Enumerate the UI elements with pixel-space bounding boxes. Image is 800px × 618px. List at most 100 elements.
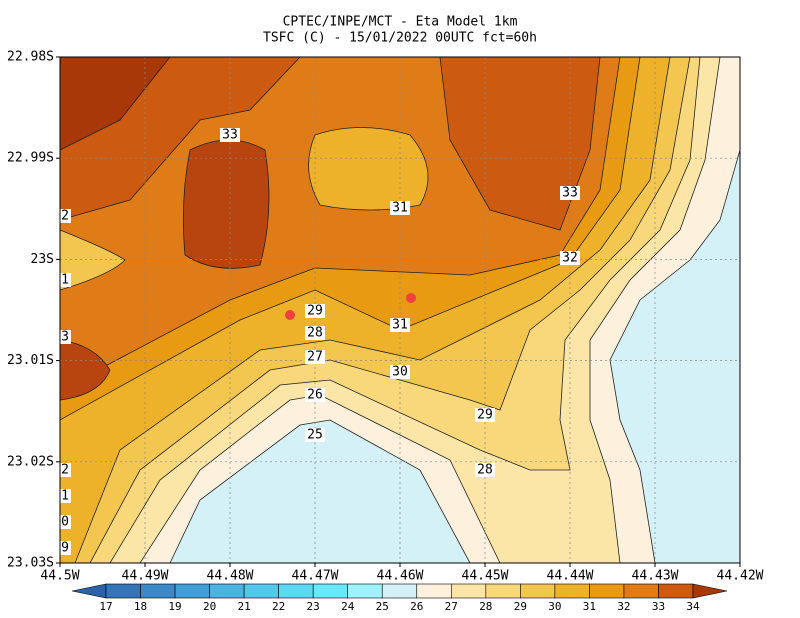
contour-label: 31 [392, 201, 408, 216]
colorbar-box [520, 583, 556, 599]
contour-label-bg [220, 128, 240, 142]
contour-label: 31 [392, 318, 408, 333]
colorbar-label: 20 [203, 600, 216, 613]
colorbar-box [209, 583, 245, 599]
colorbar-label: 25 [376, 600, 389, 613]
contour-label: 25 [307, 428, 323, 443]
contour-label: 28 [307, 326, 323, 341]
colorbar-label: 33 [652, 600, 665, 613]
contour-label: 29 [307, 304, 323, 319]
lat-label: 23.01S [7, 353, 54, 368]
contour-label: 2 [61, 463, 69, 478]
contour-label-bg [390, 365, 410, 379]
colorbar-box [623, 583, 659, 599]
colorbar-label: 29 [514, 600, 527, 613]
colorbar-box [554, 583, 590, 599]
lat-label: 22.98S [7, 50, 54, 65]
contour-label-bg [305, 350, 325, 364]
contour-33-left [59, 339, 111, 401]
contour-label: 32 [562, 251, 578, 266]
colorbar-end [71, 583, 107, 599]
lon-label: 44.49W [122, 569, 169, 584]
contour-label-bg [59, 541, 71, 555]
colorbar-box [347, 583, 383, 599]
lat-label: 22.99S [7, 151, 54, 166]
colorbar: 17 18 19 20 21 22 23 24 25 26 27 28 29 30 31 32 33 34 [71, 583, 728, 613]
contour-label: 30 [392, 365, 408, 380]
colorbar-label: 28 [479, 600, 492, 613]
title-line-1: CPTEC/INPE/MCT - Eta Model 1km [283, 15, 518, 30]
contour-label: 2 [61, 209, 69, 224]
colorbar-label: 17 [99, 600, 112, 613]
contour-33-oval [182, 139, 270, 269]
contour-label: 0 [61, 515, 69, 530]
colorbar-box [416, 583, 452, 599]
colorbar-box [589, 583, 625, 599]
contour-label-bg [59, 330, 71, 344]
lon-label: 44.44W [547, 569, 594, 584]
lon-label: 44.43W [632, 569, 679, 584]
lon-label: 44.42W [717, 569, 764, 584]
contour-label: 29 [477, 408, 493, 423]
lon-label: 44.5W [40, 569, 79, 584]
colorbar-label: 22 [272, 600, 285, 613]
contour-label-bg [305, 428, 325, 442]
contour-label-bg [390, 201, 410, 215]
colorbar-box [105, 583, 141, 599]
contour-label: 28 [477, 463, 493, 478]
colorbar-box [278, 583, 314, 599]
colorbar-label: 34 [686, 600, 700, 613]
colorbar-label: 31 [583, 600, 596, 613]
colorbar-box [312, 583, 349, 599]
colorbar-label: 26 [410, 600, 423, 613]
colorbar-box [140, 583, 176, 599]
contour-label: 1 [61, 273, 69, 288]
map-area [59, 56, 741, 564]
colorbar-label: 23 [307, 600, 320, 613]
colorbar-label: 27 [445, 600, 458, 613]
contour-29-left [59, 229, 126, 291]
contour-label-bg [560, 251, 580, 265]
lat-label: 23S [31, 252, 54, 267]
contour-label-bg [560, 186, 580, 200]
contour-label: 3 [61, 330, 69, 345]
lon-label: 44.47W [292, 569, 339, 584]
contour-label-bg [475, 408, 495, 422]
contour-label: 26 [307, 388, 323, 403]
contour-label-bg [390, 318, 410, 332]
contour-label: 33 [222, 128, 238, 143]
colorbar-box [450, 583, 487, 599]
contour-label: 33 [562, 186, 578, 201]
location-marker [285, 310, 295, 320]
contour-label: 9 [61, 541, 69, 556]
colorbar-box [381, 583, 418, 599]
title-line-2: TSFC (C) - 15/01/2022 00UTC fct=60h [263, 31, 537, 46]
contour-31-center [308, 127, 429, 211]
contour-label-bg [59, 273, 71, 287]
colorbar-label: 32 [617, 600, 630, 613]
lat-label: 23.02S [7, 454, 54, 469]
lat-label: 23.03S [7, 556, 54, 571]
contour-label-bg [59, 489, 71, 503]
colorbar-end [692, 583, 728, 599]
colorbar-label: 21 [237, 600, 250, 613]
contour-label: 1 [61, 489, 69, 504]
contour-label-bg [59, 209, 71, 223]
colorbar-label: 19 [168, 600, 181, 613]
location-marker [406, 293, 416, 303]
contour-label: 27 [307, 350, 323, 365]
colorbar-box [658, 583, 694, 599]
colorbar-box [485, 583, 521, 599]
colorbar-label: 24 [341, 600, 355, 613]
colorbar-label: 30 [548, 600, 561, 613]
contour-label-bg [305, 304, 325, 318]
grid [60, 57, 740, 563]
lon-label: 44.48W [207, 569, 254, 584]
contour-label-bg [475, 463, 495, 477]
contour-label-bg [59, 463, 71, 477]
colorbar-box [174, 583, 210, 599]
contour-label-bg [305, 388, 325, 402]
colorbar-label: 18 [134, 600, 147, 613]
